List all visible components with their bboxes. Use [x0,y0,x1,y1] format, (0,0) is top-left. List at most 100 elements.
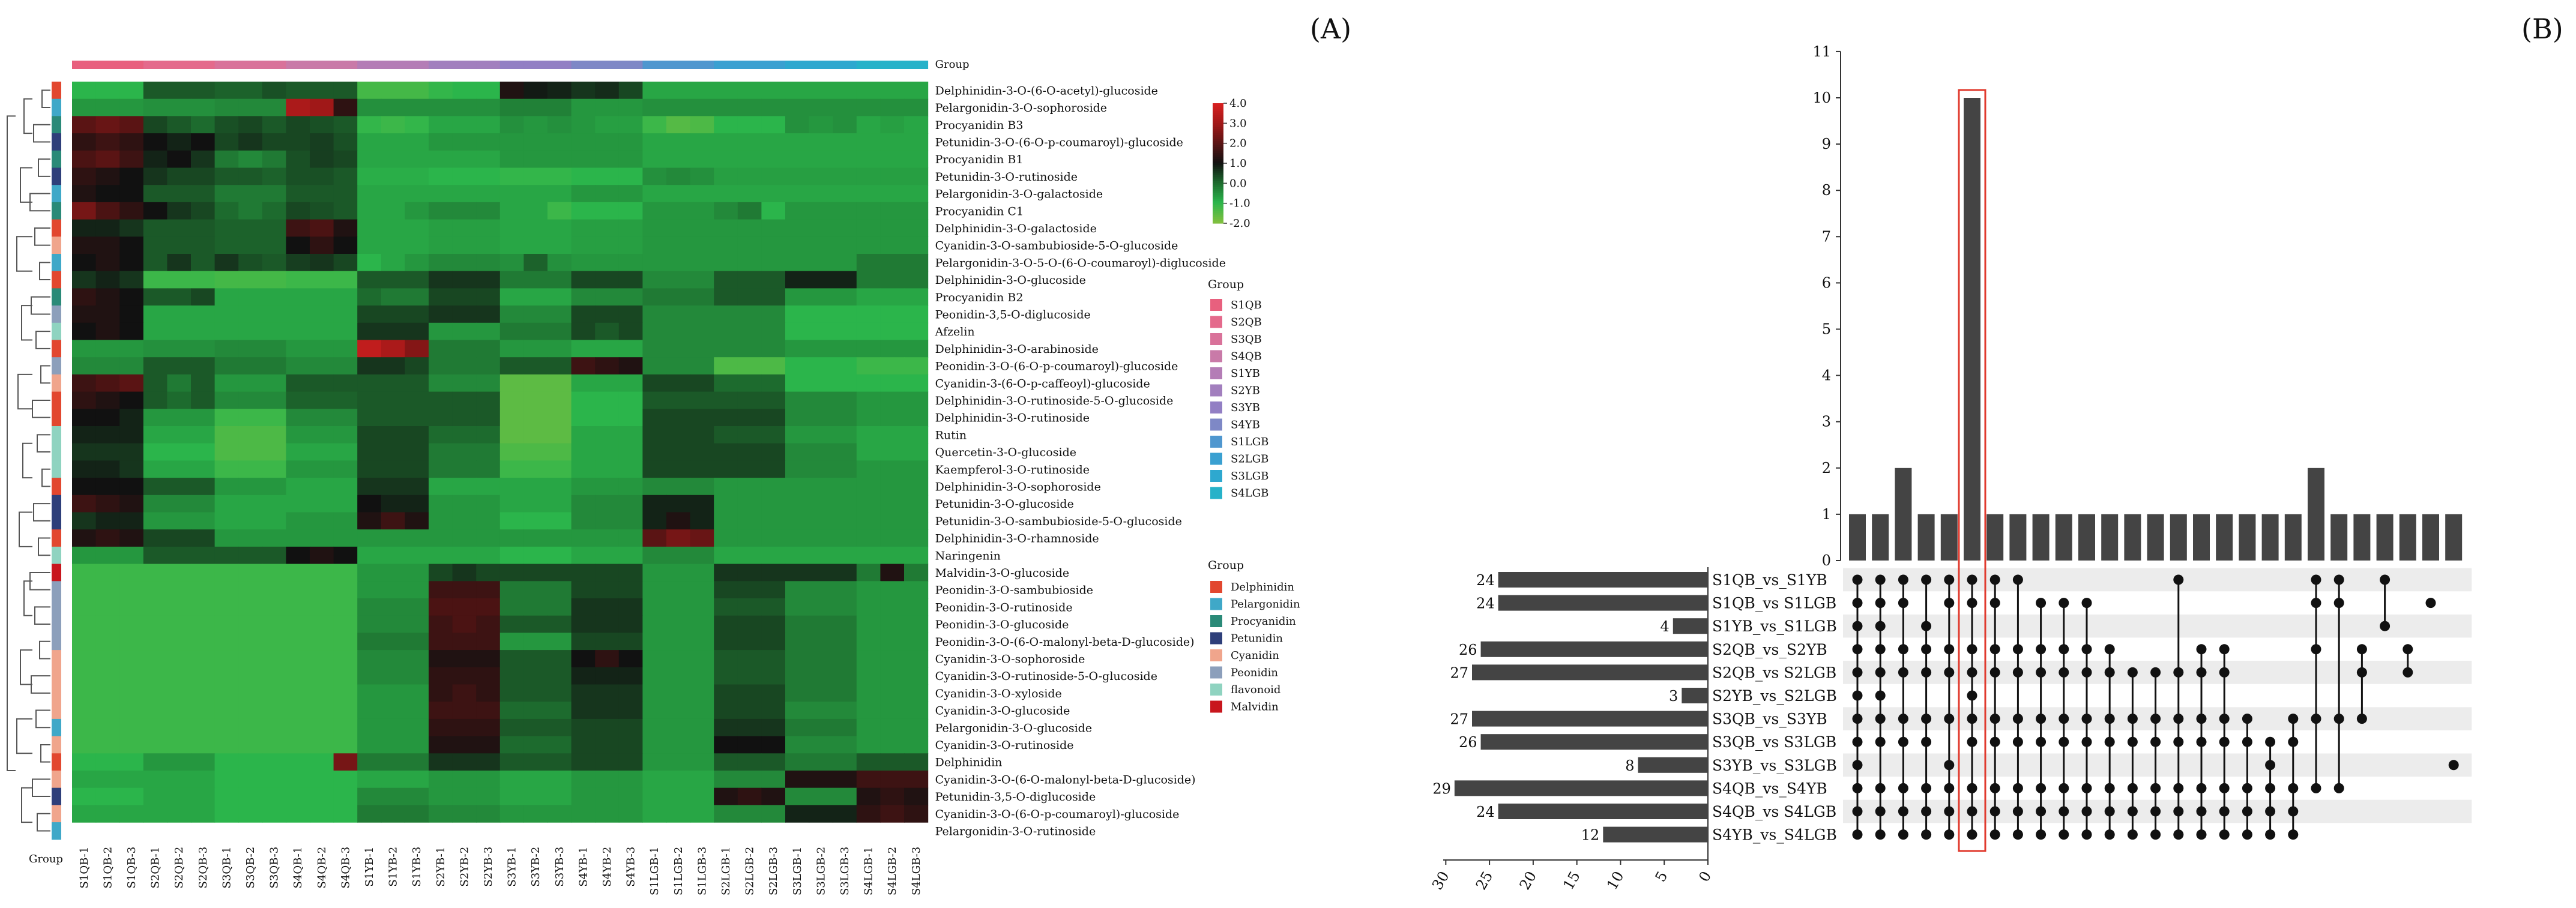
heatmap-cell [618,116,643,134]
row-label: Cyanidin-3-O-sambubioside-5-O-glucoside [935,239,1178,253]
heatmap-cell [286,633,310,651]
heatmap-cell [761,82,786,100]
heatmap-cell [262,650,286,668]
heatmap-cell [523,391,548,409]
colorbar-segment [1213,183,1223,186]
heatmap-cell [72,305,97,323]
matrix-dot [2219,806,2230,817]
colorbar-segment [1213,211,1223,214]
heatmap-cell [809,787,833,805]
heatmap-cell [642,167,667,185]
matrix-dot [1875,690,1886,701]
column-group-cell [690,61,714,69]
matrix-dot [2104,829,2115,840]
column-group-title: Group [935,58,970,71]
row-label: Peonidin-3-O-rutinoside [935,601,1073,614]
heatmap-cell [880,82,905,100]
heatmap-cell [856,322,881,341]
heatmap-cell [761,322,786,341]
heatmap-cell [429,322,453,341]
heatmap-cell [405,357,429,375]
heatmap-cell [642,702,667,720]
column-group-cell [72,61,97,69]
heatmap-cell [429,305,453,323]
heatmap-cell [72,650,97,668]
heatmap-cell [333,288,358,306]
heatmap-cell [119,202,144,220]
heatmap-cell [262,202,286,220]
matrix-dot [1852,783,1863,793]
heatmap-cell [833,305,857,323]
heatmap-cell [737,98,762,116]
colorbar-segment [1213,105,1223,108]
group-legend-swatch [1210,350,1222,362]
heatmap-cell [476,702,501,720]
matrix-dot [1852,829,1863,840]
heatmap-cell [95,650,120,668]
matrix-dot [1944,574,1955,585]
heatmap-cell [666,478,691,496]
row-label: Kaempferol-3-O-rutinoside [935,463,1090,477]
colorbar-tick-label: -2.0 [1229,217,1250,230]
matrix-dot [2380,621,2390,631]
heatmap-cell [761,478,786,496]
set-size-bar [1682,688,1708,703]
heatmap-cell [72,150,97,169]
heatmap-cell [809,495,833,513]
heatmap-cell [238,409,263,427]
heatmap-cell [286,512,310,530]
row-class-cell [52,374,61,392]
heatmap-cell [761,667,786,685]
heatmap-cell [714,736,738,754]
heatmap-cell [547,391,572,409]
heatmap-cell [714,409,738,427]
heatmap-cell [595,98,620,116]
heatmap-cell [690,805,714,823]
heatmap-cell [714,322,738,341]
heatmap-cell [167,581,192,599]
heatmap-cell [690,322,714,341]
heatmap-cell [595,133,620,151]
heatmap-cell [119,443,144,461]
heatmap-cell [595,529,620,547]
heatmap-cell [856,702,881,720]
heatmap-cell [191,598,216,616]
matrix-dot [1921,714,1932,724]
matrix-dot [1898,574,1908,585]
column-group-cell [476,61,501,69]
intersection-bar [2399,514,2416,561]
heatmap-cell [595,202,620,220]
matrix-dot [1875,806,1886,817]
set-size-bar [1480,641,1708,657]
column-label: S1LGB-2 [672,847,685,895]
heatmap-cell [214,633,239,651]
heatmap-cell [523,426,548,444]
heatmap-cell [429,185,453,203]
intersection-y-tick-label: 11 [1812,43,1831,60]
heatmap-cell [785,736,810,754]
column-group-cell [95,61,120,69]
heatmap-cell [72,564,97,582]
heatmap-cell [833,426,857,444]
heatmap-cell [618,271,643,289]
heatmap-cell [856,581,881,599]
matrix-dot [2036,806,2047,817]
matrix-dot [2311,598,2321,609]
heatmap-cell [452,167,477,185]
heatmap-cell [904,288,929,306]
heatmap-cell [737,787,762,805]
heatmap-cell [381,771,405,789]
set-size-bar [1454,780,1708,796]
heatmap-cell [333,702,358,720]
heatmap-cell [856,495,881,513]
colorbar-segment [1213,131,1223,134]
heatmap-cell [904,219,929,237]
set-name-label: S2QB_vs_S2YB [1712,641,1827,658]
colorbar-segment [1213,217,1223,220]
matrix-dot [2127,806,2138,817]
heatmap-cell [666,271,691,289]
heatmap-cell [119,787,144,805]
matrix-dot [2012,829,2023,840]
heatmap-cell [809,288,833,306]
